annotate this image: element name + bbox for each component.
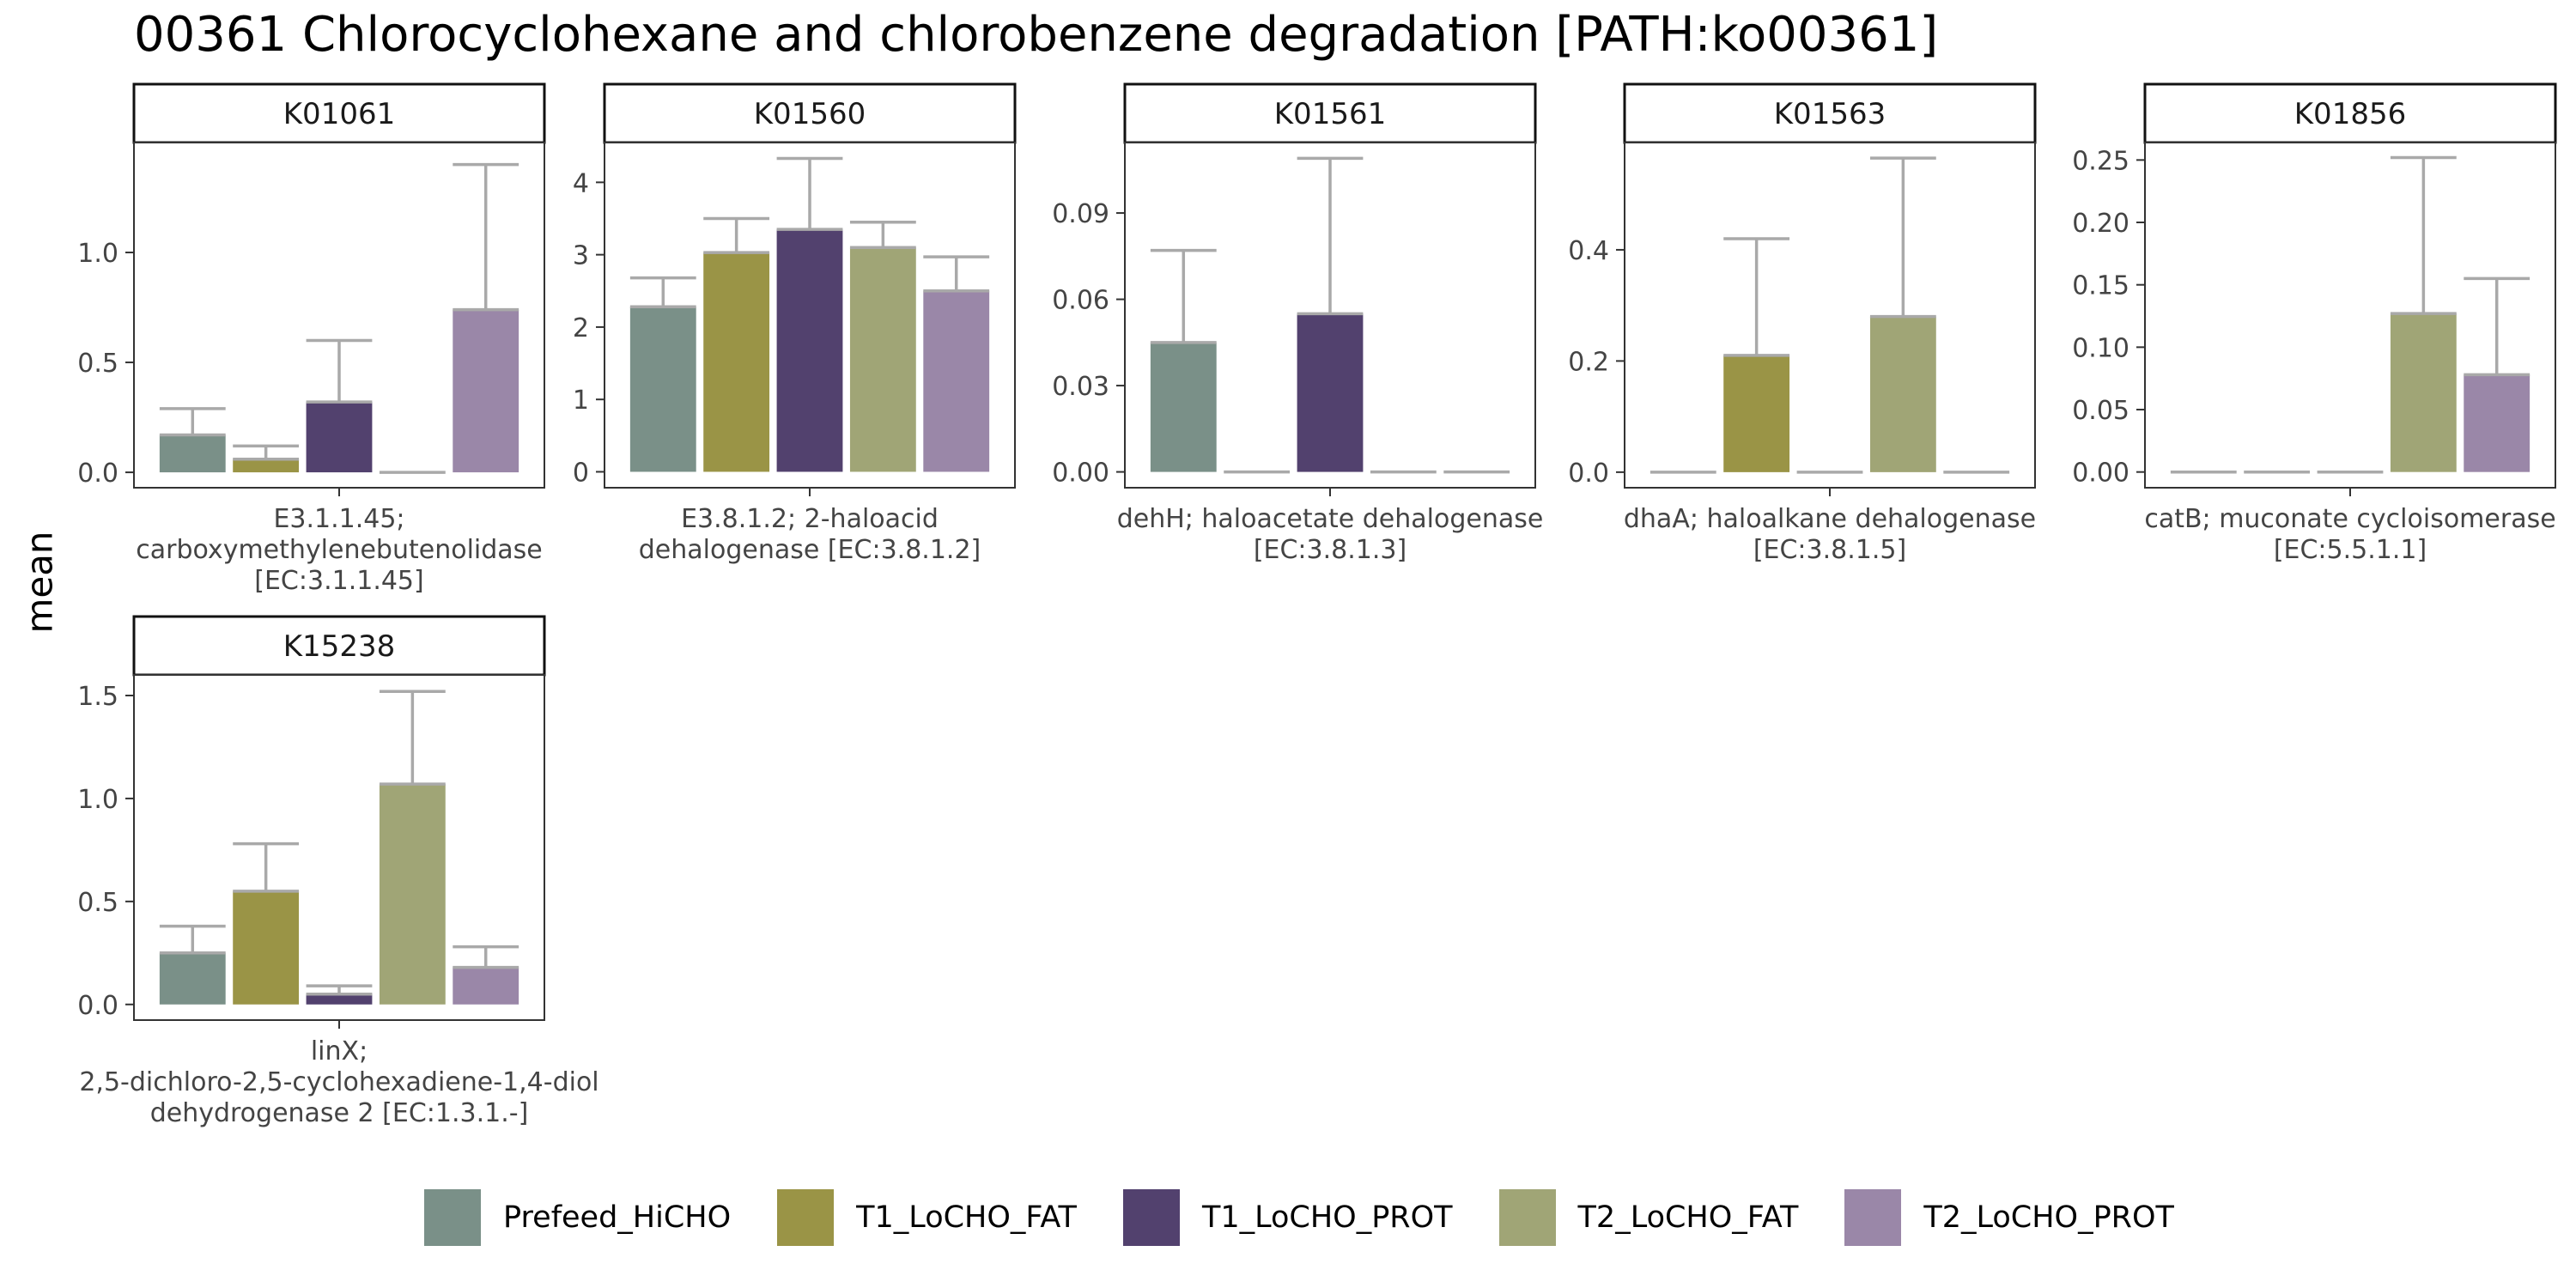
facet-strip (603, 82, 1017, 144)
facet-strip (2143, 82, 2557, 144)
bar-Prefeed_HiCHO (159, 952, 226, 1005)
facet-K01856: K01856 0.00 0.05 0.10 0.15 0.20 0.25 catB; muco… (2072, 82, 2557, 565)
bar-T1_LoCHO_PROT (1297, 313, 1364, 472)
y-tick-label: 0.0 (1568, 459, 1609, 489)
y-tick-label: 0.00 (2072, 459, 2129, 489)
legend-key (1844, 1189, 1902, 1246)
legend-label: Prefeed_HiCHO (503, 1200, 732, 1235)
y-tick-label: 1.5 (77, 682, 118, 712)
bar-T1_LoCHO_FAT (233, 890, 300, 1005)
y-tick-label: 0.25 (2072, 146, 2129, 176)
legend-label: T1_LoCHO_FAT (856, 1200, 1077, 1235)
y-tick-label: 1.0 (77, 239, 118, 269)
legend: Prefeed_HiCHO T1_LoCHO_FAT T1_LoCHO_PROT T2… (0, 1187, 2576, 1249)
legend-label: T2_LoCHO_FAT (1577, 1200, 1799, 1235)
x-tick-label: dehH; haloacetate dehalogenase [EC:3.8.1.… (1117, 504, 1544, 565)
y-tick-label: 0.2 (1568, 347, 1609, 377)
bar-Prefeed_HiCHO (1150, 342, 1217, 472)
y-tick-label: 0.4 (1568, 236, 1609, 266)
legend-label: T2_LoCHO_PROT (1923, 1200, 2174, 1235)
facet-strip (132, 615, 546, 677)
facet-strip-label: K01061 (283, 97, 395, 131)
facet-strip (132, 82, 546, 144)
bar-T2_LoCHO_FAT (1869, 316, 1936, 472)
legend-item: T2_LoCHO_PROT (1822, 1189, 2174, 1246)
legend-item: T1_LoCHO_PROT (1101, 1189, 1453, 1246)
legend-label: T1_LoCHO_PROT (1201, 1200, 1453, 1235)
bar-T1_LoCHO_FAT (1723, 355, 1790, 472)
y-tick-label: 0.5 (77, 349, 118, 379)
legend-item: Prefeed_HiCHO (402, 1189, 731, 1246)
facet-strip-label: K01561 (1274, 97, 1386, 131)
y-tick-label: 0.03 (1052, 372, 1109, 402)
bar-Prefeed_HiCHO (629, 307, 696, 472)
bar-T2_LoCHO_PROT (2464, 374, 2530, 472)
y-tick-label: 2 (573, 313, 589, 343)
x-tick-label: E3.1.1.45; carboxymethylenebutenolidase [E… (136, 504, 543, 596)
y-tick-label: 1 (573, 386, 589, 416)
bar-T1_LoCHO_FAT (703, 252, 770, 472)
y-tick-label: 0.05 (2072, 396, 2129, 426)
y-tick-label: 0.06 (1052, 286, 1109, 316)
bar-T1_LoCHO_FAT (233, 459, 300, 473)
chart-title: 00361 Chlorocyclohexane and chlorobenzen… (134, 7, 1939, 63)
bar-T1_LoCHO_PROT (776, 229, 843, 472)
y-tick-label: 0.09 (1052, 199, 1109, 229)
bar-T2_LoCHO_PROT (453, 309, 519, 473)
x-tick-label: linX; 2,5-dichloro-2,5-cyclohexadiene-1,4… (79, 1036, 598, 1128)
y-tick-label: 1.0 (77, 785, 118, 815)
y-tick-label: 3 (573, 241, 589, 271)
x-tick-label: dhaA; haloalkane dehalogenase [EC:3.8.1.5… (1624, 504, 2036, 565)
facet-K01560: K01560 0 1 2 3 4 E3.8.1.2; 2-haloacid dehalogen… (573, 82, 1017, 565)
bar-T1_LoCHO_PROT (306, 402, 373, 473)
facet-strip-label: K15238 (283, 629, 395, 664)
bar-T2_LoCHO_PROT (923, 290, 990, 472)
y-tick-label: 0.00 (1052, 459, 1109, 489)
facet-grid: K01061 0.0 0.5 1.0 E3.1.1.45; carboxymethylen… (77, 82, 2557, 1128)
bar-T1_LoCHO_PROT (306, 993, 373, 1005)
x-tick-label: catB; muconate cycloisomerase [EC:5.5.1.1… (2144, 504, 2555, 565)
bar-T2_LoCHO_FAT (379, 784, 446, 1005)
y-tick-label: 0.5 (77, 888, 118, 918)
y-tick-label: 0.10 (2072, 333, 2129, 363)
x-tick-label: E3.8.1.2; 2-haloacid dehalogenase [EC:3.8… (639, 504, 981, 565)
legend-key (1122, 1189, 1180, 1246)
legend-item: T1_LoCHO_FAT (755, 1189, 1077, 1246)
facet-strip (1123, 82, 1537, 144)
y-tick-label: 0.0 (77, 991, 118, 1021)
y-tick-label: 0.0 (77, 459, 118, 489)
legend-key (424, 1189, 482, 1246)
bar-Prefeed_HiCHO (159, 434, 226, 473)
facet-K01061: K01061 0.0 0.5 1.0 E3.1.1.45; carboxymethylen… (77, 82, 546, 596)
facet-strip-label: K01560 (754, 97, 866, 131)
facet-strip-label: K01856 (2294, 97, 2406, 131)
facet-K01563: K01563 0.0 0.2 0.4 dhaA; haloalkane dehaloge… (1568, 82, 2037, 565)
facet-strip-label: K01563 (1774, 97, 1886, 131)
bar-T2_LoCHO_PROT (453, 967, 519, 1005)
y-tick-label: 4 (573, 168, 589, 198)
panel-frame (1624, 142, 2036, 489)
facet-K15238: K15238 0.0 0.5 1.0 1.5 linX; 2,5-dichloro-2,5-… (77, 615, 599, 1128)
bar-T2_LoCHO_FAT (2390, 313, 2457, 472)
facet-K01561: K01561 0.00 0.03 0.06 0.09 dehH; haloacetate … (1052, 82, 1544, 565)
bar-T2_LoCHO_FAT (849, 247, 916, 472)
y-tick-label: 0.15 (2072, 271, 2129, 301)
legend-item: T2_LoCHO_FAT (1477, 1189, 1799, 1246)
y-tick-label: 0 (573, 458, 589, 488)
legend-key (777, 1189, 835, 1246)
y-tick-label: 0.20 (2072, 209, 2129, 239)
legend-key (1498, 1189, 1556, 1246)
facet-strip (1623, 82, 2037, 144)
